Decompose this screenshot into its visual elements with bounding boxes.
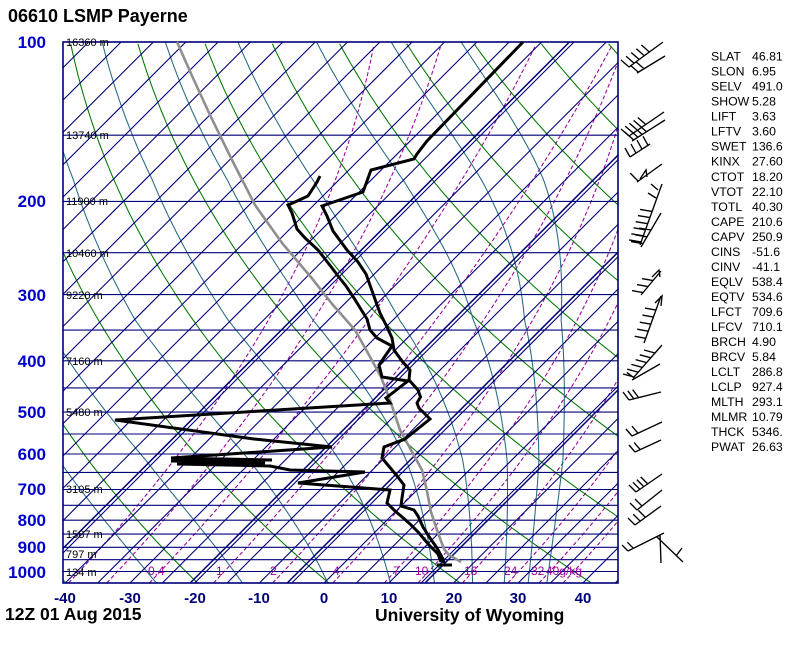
svg-text:400: 400	[18, 352, 46, 371]
svg-text:22.10: 22.10	[752, 185, 783, 199]
svg-text:534.6: 534.6	[752, 290, 783, 304]
svg-text:11900 m: 11900 m	[66, 196, 108, 208]
svg-text:MLTH: MLTH	[711, 395, 744, 409]
svg-text:SLON: SLON	[711, 65, 745, 79]
svg-text:BRCH: BRCH	[711, 335, 746, 349]
svg-text:538.4: 538.4	[752, 275, 783, 289]
svg-text:46.81: 46.81	[752, 50, 783, 64]
svg-text:SHOW: SHOW	[711, 95, 750, 109]
svg-text:10460 m: 10460 m	[66, 248, 109, 260]
svg-text:1587 m: 1587 m	[66, 529, 103, 541]
svg-text:18.20: 18.20	[752, 170, 783, 184]
svg-text:5346.: 5346.	[752, 425, 783, 439]
svg-text:40g/kg: 40g/kg	[546, 564, 582, 578]
svg-text:-30: -30	[119, 590, 141, 607]
svg-text:40.30: 40.30	[752, 200, 783, 214]
svg-text:3.63: 3.63	[752, 110, 776, 124]
svg-text:300: 300	[18, 286, 46, 305]
svg-text:5480 m: 5480 m	[66, 407, 103, 419]
svg-text:100: 100	[18, 33, 46, 52]
svg-text:32: 32	[531, 564, 545, 578]
svg-text:710.1: 710.1	[752, 320, 783, 334]
svg-text:LCLT: LCLT	[711, 365, 741, 379]
svg-text:10.79: 10.79	[752, 410, 783, 424]
svg-text:LCLP: LCLP	[711, 380, 742, 394]
svg-text:-41.1: -41.1	[752, 260, 780, 274]
svg-text:1: 1	[216, 564, 223, 578]
svg-text:30: 30	[510, 590, 527, 607]
svg-text:491.0: 491.0	[752, 80, 783, 94]
svg-text:5.28: 5.28	[752, 95, 776, 109]
svg-text:PWAT: PWAT	[711, 440, 746, 454]
svg-text:-51.6: -51.6	[752, 245, 780, 259]
svg-text:VTOT: VTOT	[711, 185, 744, 199]
svg-text:4: 4	[333, 564, 340, 578]
svg-text:0.4: 0.4	[148, 564, 165, 578]
svg-text:709.6: 709.6	[752, 305, 783, 319]
svg-text:797 m: 797 m	[66, 549, 97, 561]
svg-text:2: 2	[270, 564, 277, 578]
svg-text:286.8: 286.8	[752, 365, 783, 379]
svg-text:LFTV: LFTV	[711, 125, 742, 139]
svg-text:700: 700	[18, 480, 46, 499]
svg-text:MLMR: MLMR	[711, 410, 747, 424]
svg-text:24: 24	[504, 564, 518, 578]
svg-text:CINV: CINV	[711, 260, 741, 274]
svg-text:927.4: 927.4	[752, 380, 783, 394]
svg-text:500: 500	[18, 403, 46, 422]
svg-text:134 m: 134 m	[66, 567, 97, 579]
svg-text:26.63: 26.63	[752, 440, 783, 454]
svg-text:-20: -20	[184, 590, 206, 607]
svg-text:LFCT: LFCT	[711, 305, 742, 319]
svg-text:16360 m: 16360 m	[66, 37, 109, 49]
svg-text:LFCV: LFCV	[711, 320, 743, 334]
svg-text:BRCV: BRCV	[711, 350, 746, 364]
svg-text:University of Wyoming: University of Wyoming	[375, 605, 564, 625]
svg-text:20: 20	[446, 590, 463, 607]
svg-text:4.90: 4.90	[752, 335, 776, 349]
svg-text:CINS: CINS	[711, 245, 740, 259]
svg-text:TOTL: TOTL	[711, 200, 742, 214]
svg-text:EQTV: EQTV	[711, 290, 745, 304]
svg-text:3.60: 3.60	[752, 125, 776, 139]
svg-text:9220 m: 9220 m	[66, 290, 103, 302]
svg-text:-10: -10	[248, 590, 270, 607]
svg-text:16: 16	[464, 564, 478, 578]
svg-text:10: 10	[381, 590, 398, 607]
svg-text:600: 600	[18, 445, 46, 464]
svg-text:5.84: 5.84	[752, 350, 776, 364]
svg-text:CAPV: CAPV	[711, 230, 745, 244]
svg-text:10: 10	[415, 564, 429, 578]
svg-text:CAPE: CAPE	[711, 215, 745, 229]
svg-text:200: 200	[18, 192, 46, 211]
svg-text:7160 m: 7160 m	[66, 356, 103, 368]
svg-text:LIFT: LIFT	[711, 110, 737, 124]
svg-text:THCK: THCK	[711, 425, 745, 439]
svg-text:-40: -40	[54, 590, 76, 607]
svg-text:3105 m: 3105 m	[66, 484, 103, 496]
svg-text:800: 800	[18, 511, 46, 530]
svg-text:KINX: KINX	[711, 155, 740, 169]
svg-text:210.6: 210.6	[752, 215, 783, 229]
svg-text:293.1: 293.1	[752, 395, 783, 409]
svg-text:06610 LSMP Payerne: 06610 LSMP Payerne	[8, 6, 188, 26]
svg-text:7: 7	[393, 564, 400, 578]
svg-text:SELV: SELV	[711, 80, 742, 94]
svg-text:0: 0	[320, 590, 328, 607]
svg-text:900: 900	[18, 538, 46, 557]
svg-text:CTOT: CTOT	[711, 170, 745, 184]
svg-text:SWET: SWET	[711, 140, 747, 154]
svg-text:27.60: 27.60	[752, 155, 783, 169]
svg-text:13740 m: 13740 m	[66, 130, 109, 142]
svg-text:6.95: 6.95	[752, 65, 776, 79]
svg-text:EQLV: EQLV	[711, 275, 744, 289]
svg-text:136.6: 136.6	[752, 140, 783, 154]
svg-text:1000: 1000	[8, 563, 46, 582]
svg-text:250.9: 250.9	[752, 230, 783, 244]
svg-text:SLAT: SLAT	[711, 50, 741, 64]
svg-text:40: 40	[575, 590, 592, 607]
svg-text:12Z 01 Aug 2015: 12Z 01 Aug 2015	[5, 604, 142, 624]
